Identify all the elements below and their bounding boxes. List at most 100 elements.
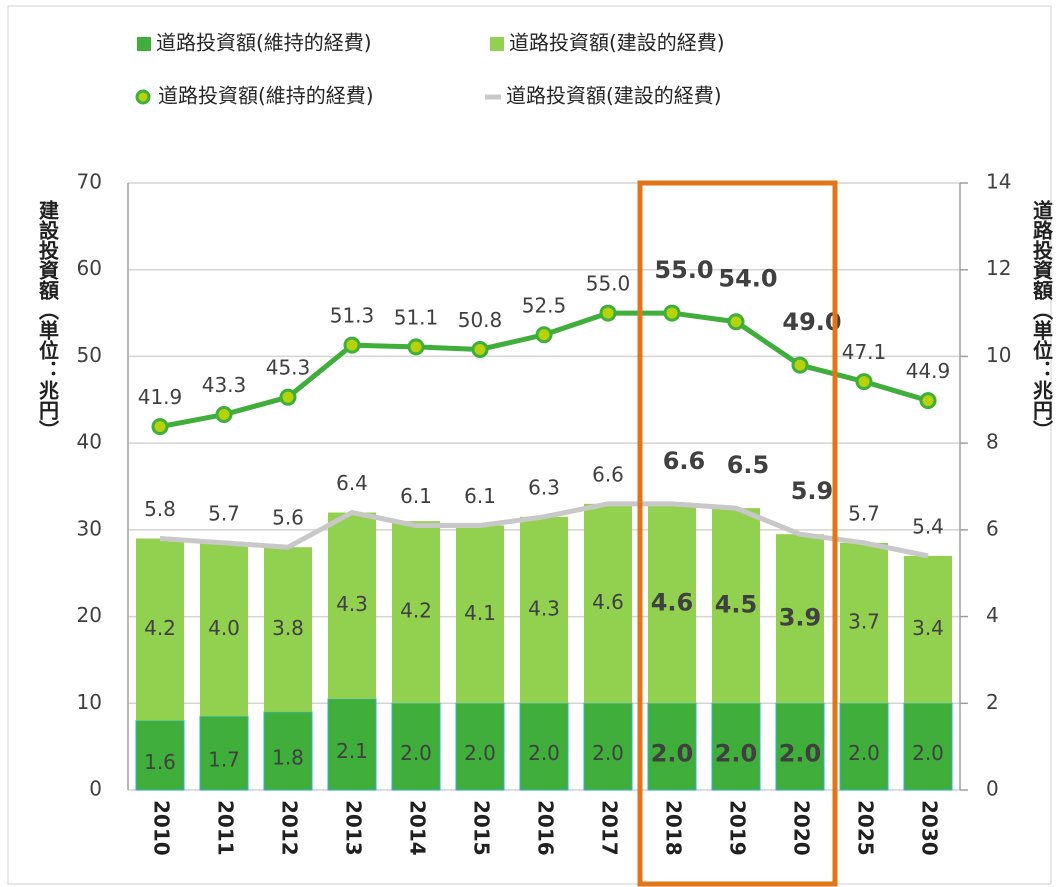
bar-value-label: 2.0 — [715, 740, 758, 768]
line-value-label: 44.9 — [906, 359, 951, 383]
bar-value-label: 4.1 — [464, 601, 496, 625]
line-marker — [663, 304, 681, 322]
line-value-label: 6.3 — [528, 475, 560, 499]
line-value-label: 54.0 — [718, 265, 777, 293]
bar-value-label: 4.3 — [528, 597, 560, 621]
y-axis-label: 建設投資額（単位：兆円） — [36, 199, 60, 440]
x-tick-label: 2015 — [470, 800, 494, 856]
bar-value-label: 1.7 — [208, 748, 240, 772]
line-value-label: 50.8 — [458, 308, 503, 332]
y-tick-label: 20 — [77, 603, 102, 627]
y2-tick-label: 14 — [986, 170, 1011, 194]
line-value-label: 5.7 — [848, 501, 880, 525]
bar-value-label: 4.6 — [651, 589, 694, 617]
line-value-label: 51.1 — [394, 305, 439, 329]
bar-value-label: 2.0 — [912, 741, 944, 765]
x-tick-label: 2013 — [342, 800, 366, 856]
legend-swatch — [137, 37, 151, 51]
y2-tick-label: 10 — [986, 343, 1011, 367]
x-tick-label: 2011 — [214, 800, 238, 856]
line-value-label: 52.5 — [522, 293, 567, 317]
bar-value-label: 2.0 — [528, 741, 560, 765]
bar — [199, 715, 249, 791]
bar — [583, 702, 633, 791]
y2-axis-label: 道路投資額（単位：兆円） — [1030, 199, 1054, 440]
bar-value-label: 4.5 — [715, 591, 758, 619]
x-tick-label: 2012 — [278, 800, 302, 856]
line-value-label: 6.6 — [663, 447, 706, 475]
bar-value-label: 4.3 — [336, 592, 368, 616]
bar — [584, 503, 632, 704]
bar-value-label: 2.0 — [651, 740, 694, 768]
bar-value-label: 4.2 — [400, 599, 432, 623]
x-tick-label: 2030 — [918, 800, 942, 856]
line-value-label: 55.0 — [654, 256, 713, 284]
legend-label: 道路投資額(建設的経費) — [506, 84, 722, 108]
line-value-label: 51.3 — [330, 304, 375, 328]
line-value-label: 5.7 — [208, 501, 240, 525]
y-tick-label: 30 — [77, 516, 102, 540]
line-value-label: 6.5 — [727, 451, 770, 479]
bar — [327, 698, 377, 791]
y2-tick-label: 2 — [986, 690, 999, 714]
bar — [903, 702, 953, 791]
bar — [647, 702, 697, 791]
line-marker — [151, 418, 169, 436]
line-value-label: 49.0 — [782, 308, 841, 336]
line-marker — [791, 356, 809, 374]
line-value-label: 45.3 — [266, 356, 311, 380]
legend-label: 道路投資額(建設的経費) — [509, 31, 725, 55]
bar-value-label: 4.2 — [144, 616, 176, 640]
legend-label: 道路投資額(維持的経費) — [156, 31, 372, 55]
y-tick-label: 0 — [89, 777, 102, 801]
bar — [520, 516, 568, 704]
y-tick-label: 60 — [77, 256, 102, 280]
line-value-label: 41.9 — [138, 385, 183, 409]
line-value-label: 47.1 — [842, 340, 887, 364]
y-tick-label: 10 — [77, 690, 102, 714]
bar — [264, 547, 312, 712]
x-tick-label: 2017 — [598, 800, 622, 856]
bar-value-label: 3.4 — [912, 616, 944, 640]
legend-swatch — [490, 37, 504, 51]
line-marker — [471, 340, 489, 358]
x-tick-label: 2016 — [534, 800, 558, 856]
line-value-label: 43.3 — [202, 373, 247, 397]
line-marker — [727, 313, 745, 331]
y-tick-label: 70 — [77, 170, 102, 194]
bar-value-label: 2.0 — [779, 740, 822, 768]
bar — [135, 720, 185, 791]
bar-value-label: 2.1 — [336, 739, 368, 763]
line-marker — [855, 373, 873, 391]
line-value-label: 5.4 — [912, 514, 944, 538]
x-tick-label: 2025 — [854, 800, 878, 856]
line-marker — [279, 388, 297, 406]
bar-value-label: 3.8 — [272, 616, 304, 640]
line-marker — [919, 392, 937, 410]
bar — [392, 521, 440, 704]
bar — [200, 542, 248, 717]
bar — [648, 503, 696, 704]
line — [159, 501, 929, 559]
legend-label: 道路投資額(維持的経費) — [158, 84, 374, 108]
bar-value-label: 4.0 — [208, 616, 240, 640]
line-value-label: 6.1 — [400, 484, 432, 508]
bar — [263, 711, 313, 791]
bar — [711, 702, 761, 791]
bar-value-label: 2.0 — [592, 741, 624, 765]
legend-swatch — [135, 89, 151, 105]
y2-tick-label: 12 — [986, 256, 1011, 280]
line-value-label: 5.8 — [144, 497, 176, 521]
line-marker — [407, 338, 425, 356]
y-tick-label: 40 — [77, 430, 102, 454]
line-value-label: 5.6 — [272, 506, 304, 530]
bar-value-label: 2.0 — [848, 741, 880, 765]
chart-frame — [7, 5, 1052, 885]
line-value-label: 6.1 — [464, 484, 496, 508]
x-tick-label: 2010 — [150, 800, 174, 856]
bar-value-label: 3.9 — [779, 604, 822, 632]
x-tick-label: 2014 — [406, 800, 430, 856]
bar-value-label: 4.6 — [592, 590, 624, 614]
highlight-box — [637, 180, 838, 887]
